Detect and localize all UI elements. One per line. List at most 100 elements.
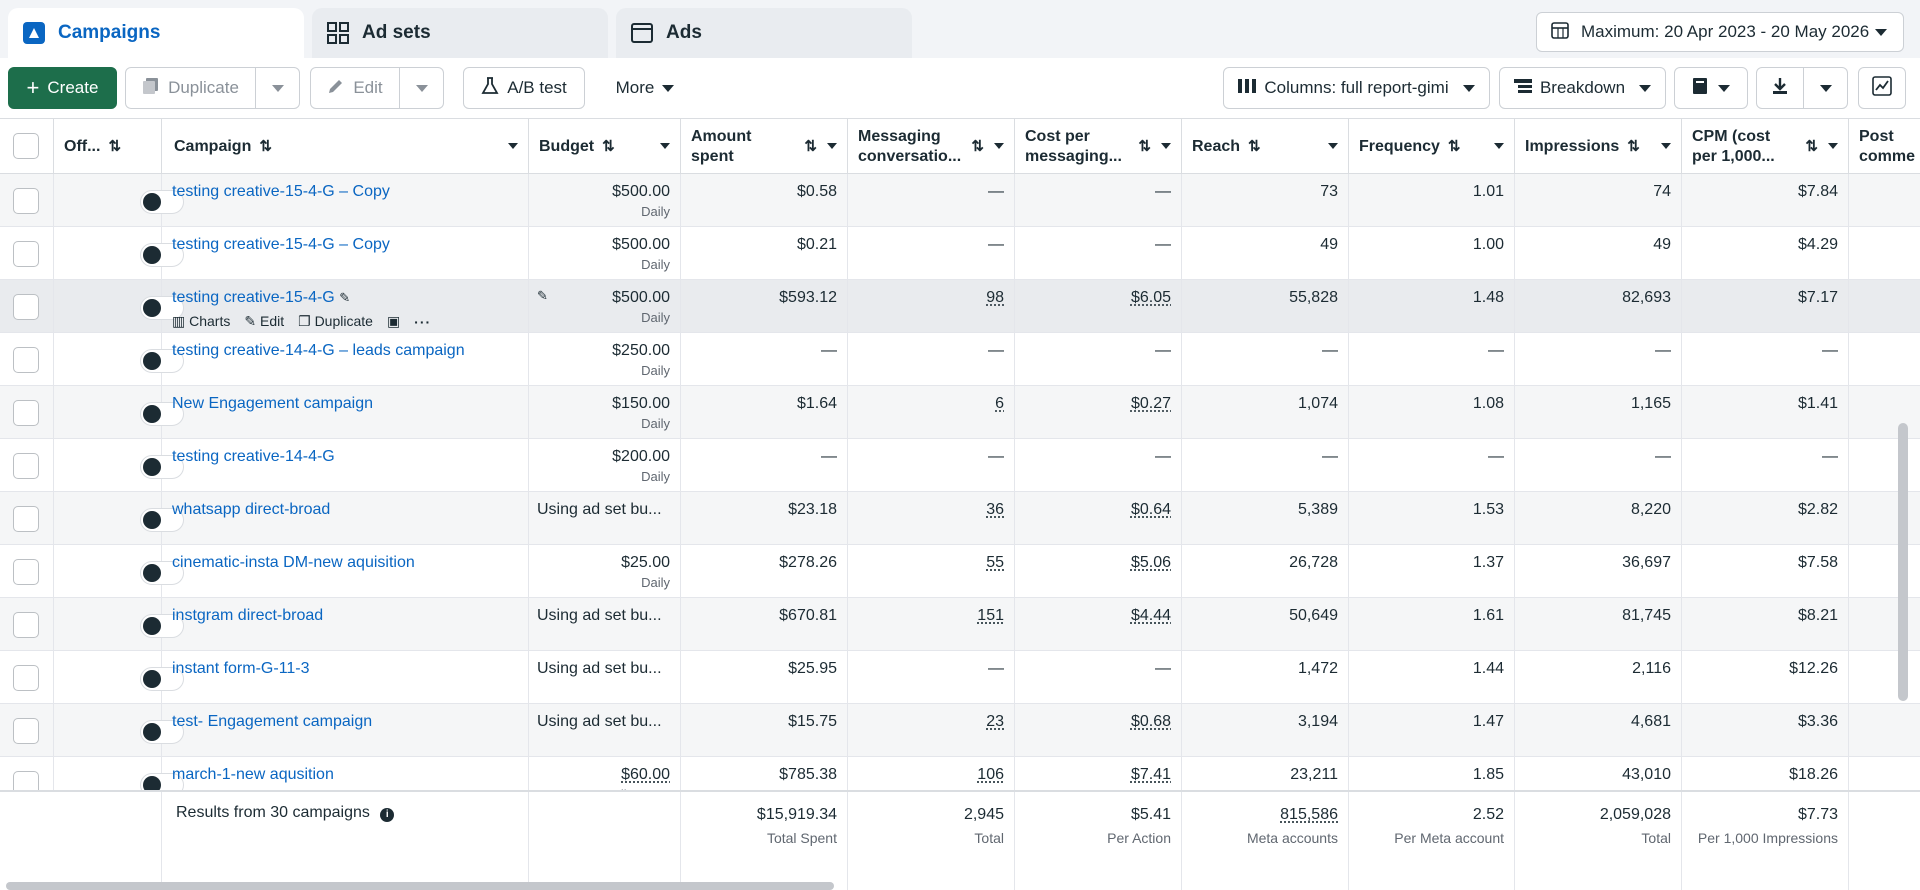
table-row[interactable]: New Engagement campaign $150.00 Daily $1.64… (0, 386, 1920, 439)
pencil-icon[interactable]: ✎ (537, 288, 548, 303)
row-checkbox[interactable] (13, 665, 39, 691)
pencil-icon[interactable]: ✎ (339, 290, 351, 305)
campaign-name-link[interactable]: testing creative-15-4-G (172, 289, 335, 306)
image-icon[interactable]: ▣ (386, 313, 401, 329)
campaign-toggle[interactable] (140, 773, 184, 790)
table-row[interactable]: testing creative-15-4-G – Copy $500.00 Dai… (0, 227, 1920, 280)
msg-value[interactable]: 151 (977, 607, 1004, 624)
sort-icon[interactable]: ⇅ (971, 138, 984, 155)
edit-dropdown[interactable] (400, 67, 444, 109)
tab-ad-sets[interactable]: Ad sets (312, 8, 608, 58)
more-options-icon[interactable]: ··· (414, 313, 432, 330)
chevron-down-icon[interactable] (660, 143, 670, 149)
row-checkbox[interactable] (13, 453, 39, 479)
cost-value[interactable]: $0.27 (1130, 395, 1171, 412)
chevron-down-icon[interactable] (1328, 143, 1338, 149)
header-campaign[interactable]: Campaign ⇅ (162, 119, 529, 175)
header-off-on[interactable]: Off... ⇅ (54, 119, 162, 175)
view-charts-button[interactable] (1858, 67, 1906, 109)
campaign-name-link[interactable]: testing creative-14-4-G (172, 448, 335, 465)
horizontal-scrollbar[interactable] (6, 882, 834, 890)
sort-icon[interactable]: ⇅ (1447, 138, 1461, 155)
campaign-name-link[interactable]: testing creative-15-4-G – Copy (172, 236, 390, 253)
table-row[interactable]: march-1-new aqusition $60.00 Daily range $7… (0, 757, 1920, 790)
table-row[interactable]: instgram direct-broad Using ad set bu... $… (0, 598, 1920, 651)
export-button[interactable] (1756, 67, 1804, 109)
campaign-toggle[interactable] (140, 190, 184, 214)
duplicate-dropdown[interactable] (256, 67, 300, 109)
row-checkbox[interactable] (13, 559, 39, 585)
campaign-toggle[interactable] (140, 349, 184, 373)
header-reach[interactable]: Reach ⇅ (1182, 119, 1349, 175)
header-post-comments[interactable]: Post comme (1849, 119, 1920, 175)
info-icon[interactable]: i (380, 808, 395, 822)
edit-button[interactable]: Edit (310, 67, 400, 109)
ab-test-button[interactable]: A/B test (463, 67, 585, 109)
table-row[interactable]: test- Engagement campaign Using ad set bu… (0, 704, 1920, 757)
columns-button[interactable]: Columns: full report-gimi (1223, 67, 1490, 109)
row-checkbox[interactable] (13, 400, 39, 426)
campaign-name-link[interactable]: cinematic-insta DM-new aquisition (172, 554, 415, 571)
campaign-name-link[interactable]: testing creative-14-4-G – leads campaign (172, 342, 465, 359)
charts-action[interactable]: ▥ Charts (172, 313, 230, 330)
sort-icon[interactable]: ⇅ (1248, 138, 1261, 155)
campaign-name-link[interactable]: whatsapp direct-broad (172, 501, 331, 518)
cost-value[interactable]: $6.05 (1130, 289, 1171, 306)
cost-value[interactable]: $0.68 (1130, 713, 1171, 730)
row-checkbox[interactable] (13, 718, 39, 744)
sort-icon[interactable]: ⇅ (259, 138, 272, 155)
select-all-checkbox[interactable] (13, 133, 39, 159)
header-cost-per[interactable]: Cost per messaging... ⇅ (1015, 119, 1182, 175)
campaign-toggle[interactable] (140, 667, 184, 691)
tab-ads[interactable]: Ads (616, 8, 912, 58)
sort-icon[interactable]: ⇅ (804, 138, 817, 155)
sort-icon[interactable]: ⇅ (1805, 138, 1818, 155)
table-row[interactable]: whatsapp direct-broad Using ad set bu... $… (0, 492, 1920, 545)
vertical-scrollbar[interactable] (1898, 423, 1908, 701)
row-checkbox[interactable] (13, 612, 39, 638)
header-budget[interactable]: Budget ⇅ (529, 119, 681, 175)
cost-value[interactable]: $5.06 (1130, 554, 1171, 571)
chevron-down-icon[interactable] (508, 143, 518, 149)
campaign-name-link[interactable]: test- Engagement campaign (172, 713, 373, 730)
duplicate-button[interactable]: Duplicate (125, 67, 256, 109)
msg-value[interactable]: 6 (995, 395, 1004, 412)
chevron-down-icon[interactable] (827, 143, 837, 149)
tab-campaigns[interactable]: Campaigns (8, 8, 304, 58)
row-checkbox[interactable] (13, 347, 39, 373)
export-dropdown[interactable] (1804, 67, 1848, 109)
table-row[interactable]: testing creative-15-4-G ✎ ▥ Charts ✎ Edi… (0, 280, 1920, 333)
msg-value[interactable]: 98 (986, 289, 1004, 306)
row-checkbox[interactable] (13, 241, 39, 267)
sort-icon[interactable]: ⇅ (602, 138, 615, 155)
more-button[interactable]: More (597, 67, 693, 109)
chevron-down-icon[interactable] (994, 143, 1004, 149)
campaign-name-link[interactable]: New Engagement campaign (172, 395, 374, 412)
cost-value[interactable]: $0.64 (1130, 501, 1171, 518)
row-checkbox[interactable] (13, 771, 39, 790)
cost-value[interactable]: $4.44 (1130, 607, 1171, 624)
table-row[interactable]: testing creative-15-4-G – Copy $500.00 Dai… (0, 174, 1920, 227)
campaign-name-link[interactable]: march-1-new aqusition (172, 766, 334, 783)
chevron-down-icon[interactable] (1828, 143, 1838, 149)
campaign-name-link[interactable]: instant form-G-11-3 (172, 660, 310, 677)
sort-icon[interactable]: ⇅ (108, 138, 122, 155)
campaign-toggle[interactable] (140, 508, 184, 532)
header-messaging[interactable]: Messaging conversatio... ⇅ (848, 119, 1015, 175)
reports-button[interactable] (1674, 67, 1748, 109)
cost-value[interactable]: $7.41 (1130, 766, 1171, 783)
header-frequency[interactable]: Frequency ⇅ (1349, 119, 1515, 175)
table-row[interactable]: instant form-G-11-3 Using ad set bu... $25… (0, 651, 1920, 704)
campaign-toggle[interactable] (140, 720, 184, 744)
row-checkbox[interactable] (13, 188, 39, 214)
chevron-down-icon[interactable] (1161, 143, 1171, 149)
row-checkbox[interactable] (13, 294, 39, 320)
campaign-name-link[interactable]: instgram direct-broad (172, 607, 324, 624)
table-row[interactable]: cinematic-insta DM-new aquisition $25.00 D… (0, 545, 1920, 598)
campaign-toggle[interactable] (140, 296, 184, 320)
campaign-name-link[interactable]: testing creative-15-4-G – Copy (172, 183, 390, 200)
edit-action[interactable]: ✎ Edit (244, 313, 284, 330)
chevron-down-icon[interactable] (1661, 143, 1671, 149)
msg-value[interactable]: 55 (986, 554, 1004, 571)
chevron-down-icon[interactable] (1494, 143, 1504, 149)
